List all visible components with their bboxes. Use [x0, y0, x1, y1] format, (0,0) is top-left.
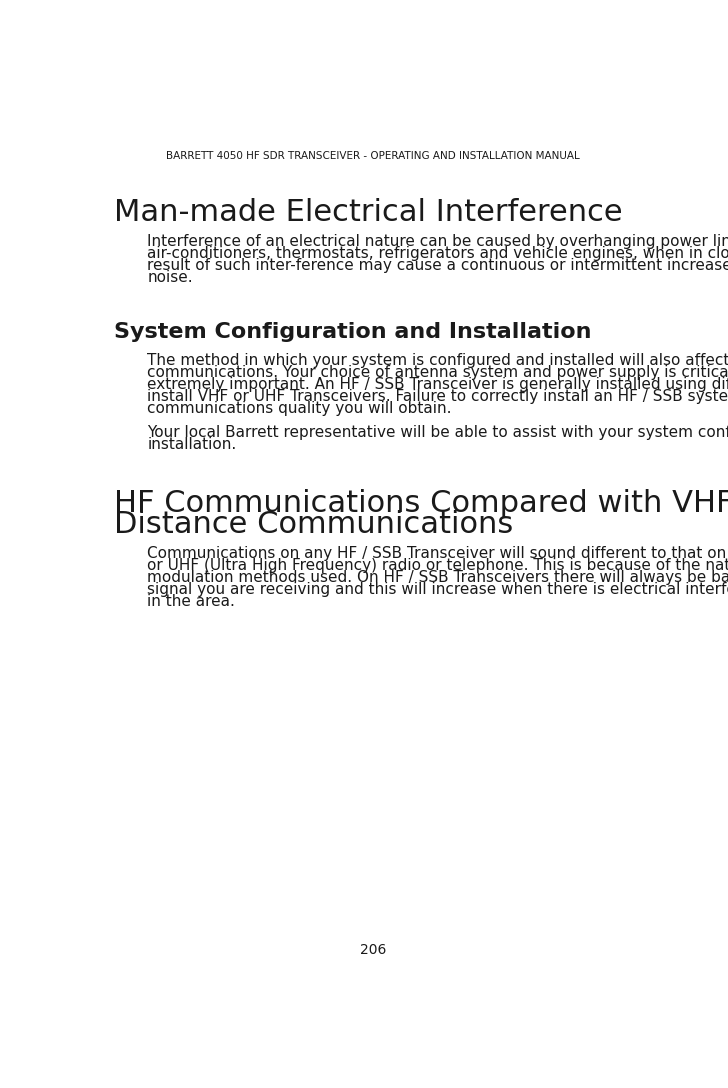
Text: Distance Communications: Distance Communications: [114, 510, 513, 539]
Text: communications. Your choice of antenna system and power supply is critical. Corr: communications. Your choice of antenna s…: [148, 364, 728, 380]
Text: Interference of an electrical nature can be caused by overhanging power lines, h: Interference of an electrical nature can…: [148, 234, 728, 249]
Text: air-conditioners, thermostats, refrigerators and vehicle engines, when in close : air-conditioners, thermostats, refrigera…: [148, 246, 728, 261]
Text: System Configuration and Installation: System Configuration and Installation: [114, 322, 591, 342]
Text: install VHF or UHF Transceivers. Failure to correctly install an HF / SSB system: install VHF or UHF Transceivers. Failure…: [148, 388, 728, 404]
Text: communications quality you will obtain.: communications quality you will obtain.: [148, 400, 452, 416]
Text: extremely important. An HF / SSB Transceiver is generally installed using differ: extremely important. An HF / SSB Transce…: [148, 376, 728, 392]
Text: result of such inter-ference may cause a continuous or intermittent increase in : result of such inter-ference may cause a…: [148, 258, 728, 273]
Text: modulation methods used. On HF / SSB Transceivers there will always be backgroun: modulation methods used. On HF / SSB Tra…: [148, 570, 728, 585]
Text: installation.: installation.: [148, 436, 237, 452]
Text: BARRETT 4050 HF SDR TRANSCEIVER - OPERATING AND INSTALLATION MANUAL: BARRETT 4050 HF SDR TRANSCEIVER - OPERAT…: [166, 150, 580, 161]
Text: noise.: noise.: [148, 270, 193, 285]
Text: signal you are receiving and this will increase when there is electrical interfe: signal you are receiving and this will i…: [148, 582, 728, 597]
Text: HF Communications Compared with VHF or UHF Short: HF Communications Compared with VHF or U…: [114, 489, 728, 518]
Text: 206: 206: [360, 943, 387, 957]
Text: or UHF (Ultra High Frequency) radio or telephone. This is because of the nature : or UHF (Ultra High Frequency) radio or t…: [148, 558, 728, 573]
Text: Your local Barrett representative will be able to assist with your system config: Your local Barrett representative will b…: [148, 424, 728, 440]
Text: Man-made Electrical Interference: Man-made Electrical Interference: [114, 198, 622, 226]
Text: Communications on any HF / SSB Transceiver will sound different to that on a VHF: Communications on any HF / SSB Transceiv…: [148, 546, 728, 561]
Text: The method in which your system is configured and installed will also affect the: The method in which your system is confi…: [148, 353, 728, 368]
Text: in the area.: in the area.: [148, 594, 235, 609]
